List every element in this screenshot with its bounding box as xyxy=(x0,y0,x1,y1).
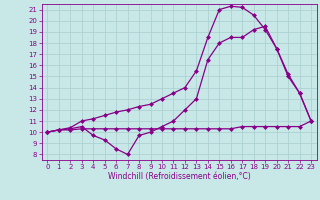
X-axis label: Windchill (Refroidissement éolien,°C): Windchill (Refroidissement éolien,°C) xyxy=(108,172,251,181)
